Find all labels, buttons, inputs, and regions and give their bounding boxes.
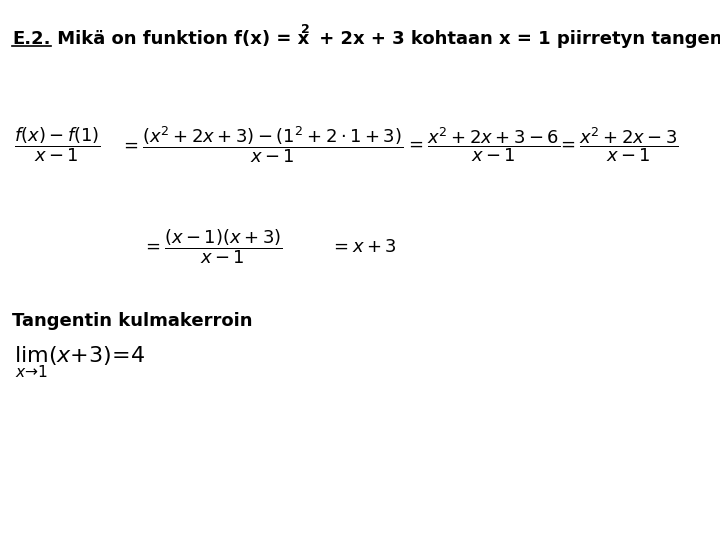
Text: $\dfrac{f(x)-f(1)}{x-1}$: $\dfrac{f(x)-f(1)}{x-1}$ xyxy=(14,126,101,164)
Text: $=x+3$: $=x+3$ xyxy=(330,238,397,256)
Text: $=\dfrac{x^2+2x+3-6}{x-1}$: $=\dfrac{x^2+2x+3-6}{x-1}$ xyxy=(405,126,560,164)
Text: + 2x + 3 kohtaan x = 1 piirretyn tangentin kulmakerroin?: + 2x + 3 kohtaan x = 1 piirretyn tangent… xyxy=(313,30,720,48)
Text: $=\dfrac{(x-1)(x+3)}{x-1}$: $=\dfrac{(x-1)(x+3)}{x-1}$ xyxy=(142,228,282,266)
Text: Tangentin kulmakerroin: Tangentin kulmakerroin xyxy=(12,312,253,330)
Text: 2: 2 xyxy=(301,23,310,36)
Text: $=\dfrac{(x^2+2x+3)-(1^2+2\cdot1+3)}{x-1}$: $=\dfrac{(x^2+2x+3)-(1^2+2\cdot1+3)}{x-1… xyxy=(120,125,403,165)
Text: $=\dfrac{x^2+2x-3}{x-1}$: $=\dfrac{x^2+2x-3}{x-1}$ xyxy=(557,126,679,164)
Text: Mikä on funktion f(x) = x: Mikä on funktion f(x) = x xyxy=(51,30,310,48)
Text: E.2.: E.2. xyxy=(12,30,50,48)
Text: $\lim_{x\to 1}(x+3)=4$: $\lim_{x\to 1}(x+3)=4$ xyxy=(14,345,145,380)
